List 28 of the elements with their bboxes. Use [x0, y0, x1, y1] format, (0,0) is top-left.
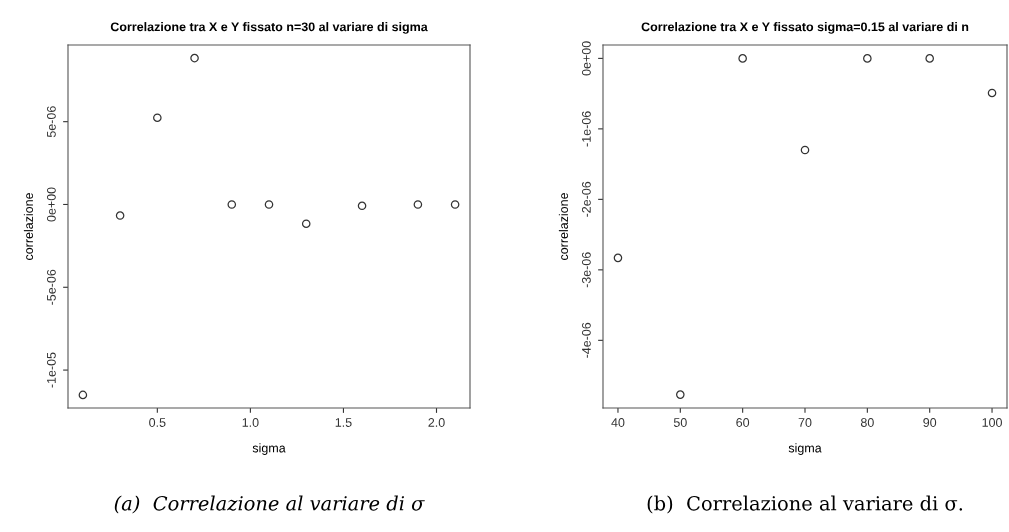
y-tick-label: 0e+00 — [46, 187, 56, 222]
y-axis-title: correlazione — [558, 193, 569, 261]
x-axis-title: sigma — [788, 443, 822, 455]
y-tick-label: -2e-06 — [581, 181, 591, 217]
x-tick-label: 2.0 — [428, 418, 445, 427]
x-tick-label: 90 — [923, 418, 937, 427]
y-tick-label: -3e-06 — [581, 252, 591, 288]
y-tick-label: -5e-06 — [46, 269, 56, 305]
x-tick-label: 0.5 — [149, 418, 166, 427]
x-tick-label: 70 — [798, 418, 812, 427]
x-tick-label: 1.5 — [335, 418, 352, 427]
x-tick-label: 1.0 — [242, 418, 259, 427]
y-tick-label: -1e-06 — [581, 111, 591, 147]
x-tick-label: 60 — [736, 418, 750, 427]
y-axis-title: correlazione — [23, 193, 34, 261]
text: (b) Correlazione al variare di σ. — [647, 495, 963, 514]
y-tick-label: -1e-05 — [46, 352, 56, 388]
y-tick-label: 0e+00 — [581, 41, 591, 76]
x-tick-label: 50 — [673, 418, 687, 427]
x-axis-title: sigma — [252, 443, 286, 455]
text: (a) Correlazione al variare di σ — [114, 495, 425, 514]
y-tick-label: -4e-06 — [581, 322, 591, 358]
y-tick-label: 5e-06 — [46, 106, 56, 138]
x-tick-label: 40 — [611, 418, 625, 427]
x-tick-label: 100 — [982, 418, 1002, 427]
chart-title: Correlazione tra X e Y fissato n=30 al variare di sigma — [110, 22, 428, 34]
x-tick-label: 80 — [860, 418, 874, 427]
chart-title: Correlazione tra X e Y fissato sigma=0.15 al variare di n — [641, 22, 969, 34]
